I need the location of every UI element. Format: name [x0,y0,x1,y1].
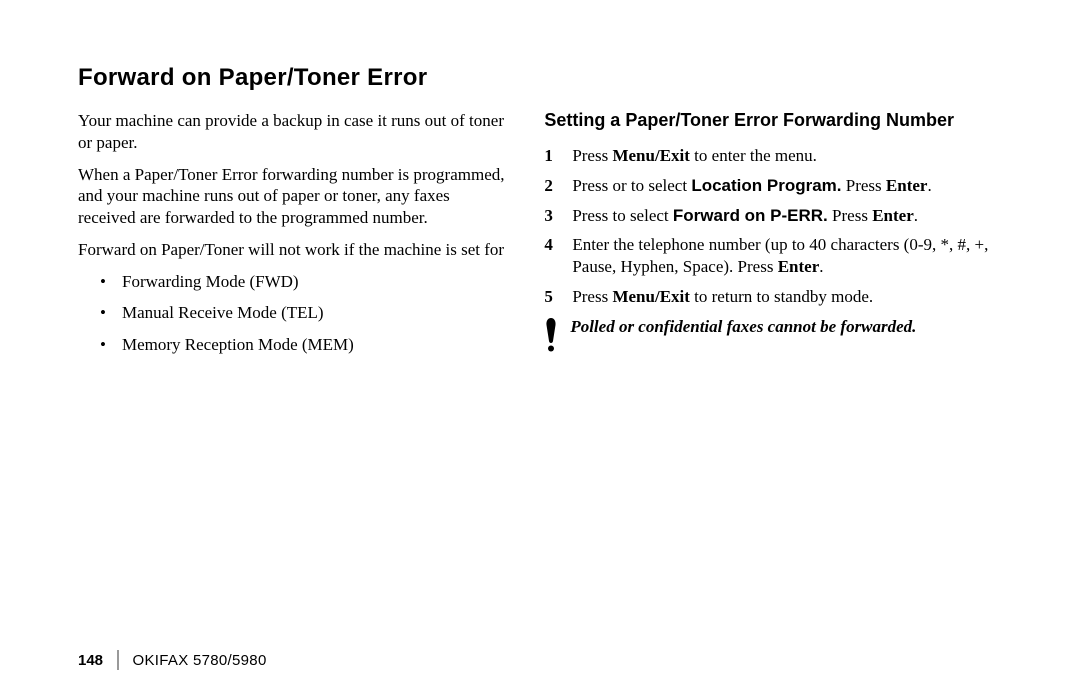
step-text: . [914,206,918,225]
intro-paragraph-1: Your machine can provide a backup in cas… [78,110,508,154]
ui-location-program: Location Program. [691,176,841,195]
left-column: Your machine can provide a backup in cas… [78,110,508,366]
footer-divider [117,650,119,670]
intro-paragraph-3: Forward on Paper/Toner will not work if … [78,239,508,261]
page-footer: 148 OKIFAX 5780/5980 [78,650,267,670]
step-4: Enter the telephone number (up to 40 cha… [544,234,1002,278]
step-text: . [927,176,931,195]
content-columns: Your machine can provide a backup in cas… [78,110,1002,366]
step-text: Press [572,206,612,225]
warning-text: Polled or confidential faxes cannot be f… [570,316,916,338]
mode-list: Forwarding Mode (FWD) Manual Receive Mod… [78,271,508,356]
step-text: to return to standby mode. [690,287,873,306]
key-enter: Enter [778,257,820,276]
step-text: to select [612,206,672,225]
warning-note: Polled or confidential faxes cannot be f… [544,316,1002,352]
step-text: Press [572,176,612,195]
step-text: Press [572,287,612,306]
procedure-steps: Press Menu/Exit to enter the menu. Press… [544,145,1002,308]
step-text: to enter the menu. [690,146,817,165]
key-menu-exit: Menu/Exit [612,146,689,165]
list-item: Memory Reception Mode (MEM) [78,334,508,356]
list-item: Forwarding Mode (FWD) [78,271,508,293]
list-item: Manual Receive Mode (TEL) [78,302,508,324]
ui-forward-perr: Forward on P-ERR. [673,206,828,225]
step-text: Press [828,206,872,225]
step-text: Press [842,176,886,195]
step-text: to select [631,176,691,195]
step-1: Press Menu/Exit to enter the menu. [544,145,1002,167]
key-enter: Enter [886,176,928,195]
step-2: Press or to select Location Program. Pre… [544,175,1002,197]
exclamation-icon [544,318,558,352]
page-number: 148 [78,652,103,669]
step-text: . [819,257,823,276]
key-menu-exit: Menu/Exit [612,287,689,306]
step-3: Press to select Forward on P-ERR. Press … [544,205,1002,227]
step-text: Press [572,146,612,165]
right-column: Setting a Paper/Toner Error Forwarding N… [544,110,1002,366]
page-title: Forward on Paper/Toner Error [78,64,1002,92]
intro-paragraph-2: When a Paper/Toner Error forwarding numb… [78,164,508,229]
key-enter: Enter [872,206,914,225]
procedure-heading: Setting a Paper/Toner Error Forwarding N… [544,110,1002,131]
step-5: Press Menu/Exit to return to standby mod… [544,286,1002,308]
step-text: or [612,176,626,195]
product-model: OKIFAX 5780/5980 [133,652,267,669]
